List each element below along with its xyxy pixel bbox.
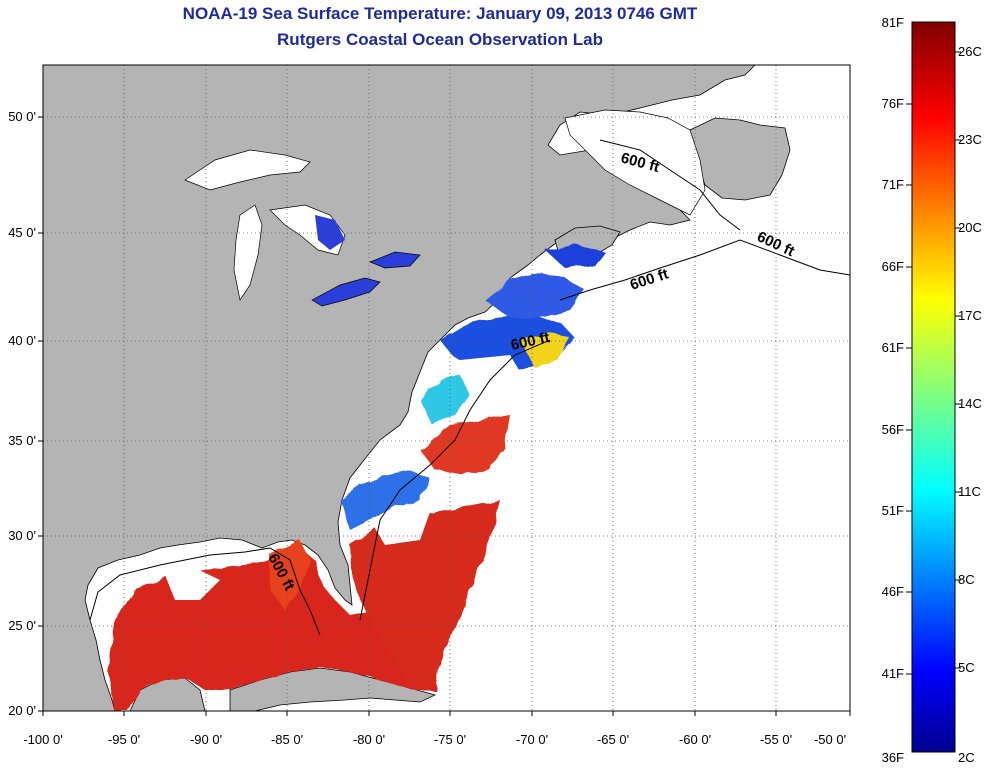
map-border: [42, 64, 851, 712]
colorbar-f-label: 81F: [882, 15, 904, 30]
colorbar-f-label: 56F: [882, 422, 904, 437]
x-tick-label: -60 0': [679, 732, 711, 747]
colorbar-c-label: 8C: [958, 572, 975, 587]
x-tick-label: -70 0': [516, 732, 548, 747]
y-axis: 50 0' 45 0' 40 0' 35 0' 30 0' 25 0' 20 0…: [8, 109, 43, 718]
lake-erie: [311, 277, 381, 307]
colorbar-f-label: 76F: [882, 96, 904, 111]
colorbar-f-label: 36F: [882, 750, 904, 765]
contour-600ft: [599, 139, 741, 231]
colorbar: 81F 76F 71F 66F 61F 56F 51F 46F 41F 36F …: [882, 15, 982, 765]
x-tick-label: -55 0': [760, 732, 792, 747]
colorbar-f-label: 66F: [882, 259, 904, 274]
x-tick-label: -50 0': [814, 732, 846, 747]
colorbar-c-label: 17C: [958, 308, 982, 323]
sst-gulf-stream: [420, 415, 510, 475]
contour-600ft: [89, 547, 321, 636]
colorbar-c-label: 26C: [958, 44, 982, 59]
map-title: NOAA-19 Sea Surface Temperature: January…: [182, 4, 698, 23]
lake-ontario: [369, 251, 421, 269]
colorbar-f-label: 71F: [882, 177, 904, 192]
y-tick-label: 35 0': [8, 433, 36, 448]
colorbar-f-label: 41F: [882, 666, 904, 681]
x-tick-label: -75 0': [434, 732, 466, 747]
cloud-patch: [165, 568, 220, 600]
x-tick-label: -90 0': [190, 732, 222, 747]
x-tick-label: -65 0': [597, 732, 629, 747]
x-tick-label: -100 0': [23, 732, 62, 747]
lake-michigan: [233, 204, 263, 301]
sst-shelf-blue: [340, 470, 430, 530]
y-tick-label: 30 0': [8, 528, 36, 543]
y-tick-label: 50 0': [8, 109, 36, 124]
y-tick-label: 40 0': [8, 333, 36, 348]
colorbar-c-label: 20C: [958, 220, 982, 235]
contour-600ft: [559, 239, 850, 301]
x-tick-label: -80 0': [353, 732, 385, 747]
colorbar-f-label: 46F: [882, 584, 904, 599]
sst-florida-straits: [270, 540, 310, 610]
sst-gulf-maine: [485, 272, 585, 318]
colorbar-c-label: 5C: [958, 660, 975, 675]
sst-scotian: [545, 245, 605, 268]
y-tick-label: 20 0': [8, 703, 36, 718]
sst-atlantic-south: [350, 500, 500, 690]
map-subtitle: Rutgers Coastal Ocean Observation Lab: [277, 30, 603, 49]
colorbar-c-label: 23C: [958, 132, 982, 147]
graticule: [43, 65, 850, 711]
cloud-patch: [370, 505, 430, 545]
sst-cape-hatteras: [520, 332, 570, 368]
colorbar-c-label: 2C: [958, 750, 975, 765]
sst-shelf-cyan: [420, 375, 470, 425]
x-axis: -100 0' -95 0' -90 0' -85 0' -80 0' -75 …: [23, 711, 851, 747]
colorbar-c-label: 11C: [958, 484, 981, 499]
lake-superior: [184, 149, 311, 191]
x-tick-label: -85 0': [271, 732, 303, 747]
colorbar-c-label: 14C: [958, 396, 982, 411]
y-tick-label: 45 0': [8, 225, 36, 240]
colorbar-gradient: [911, 21, 956, 753]
colorbar-f-label: 51F: [882, 503, 904, 518]
lake-huron-sst: [315, 215, 345, 250]
y-tick-label: 25 0': [8, 618, 36, 633]
x-tick-label: -95 0': [108, 732, 140, 747]
gulf-st-lawrence: [564, 109, 706, 216]
contour-600ft: [359, 339, 551, 621]
colorbar-f-label: 61F: [882, 340, 904, 355]
